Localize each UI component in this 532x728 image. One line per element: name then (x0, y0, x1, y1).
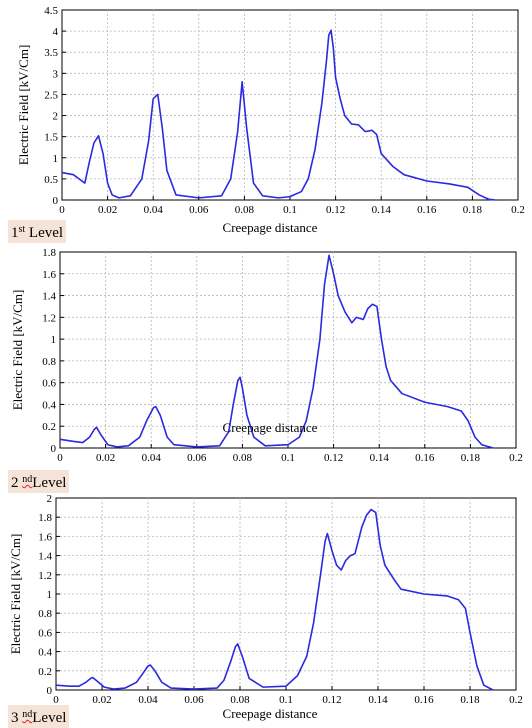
y-tick-label: 0 (53, 195, 59, 207)
x-tick-label: 0.06 (189, 204, 209, 216)
y-tick-label: 0.4 (42, 399, 56, 411)
x-tick-label: 0.2 (511, 204, 525, 216)
plot-frame (61, 9, 519, 201)
x-tick-label: 0.1 (281, 452, 295, 464)
y-tick-label: 0.6 (42, 378, 56, 390)
x-tick-label: 0.2 (509, 452, 523, 464)
y-tick-label: 0 (47, 685, 53, 697)
y-tick-label: 1 (51, 334, 57, 346)
x-tick-label: 0.12 (322, 694, 341, 706)
chart-panel-2: 0 0.02 0.04 0.06 0.08 0.1 0.12 0.14 0.16 0.18 0.2 0… (10, 247, 523, 464)
y-tick-label: 1.6 (42, 269, 56, 281)
y-tick-label: 1.2 (38, 570, 52, 582)
y-tick-label: 4.5 (44, 5, 58, 17)
x-tick-label: 0 (59, 204, 65, 216)
level-label-3: 3 ndLevel (8, 705, 70, 728)
y-tick-label: 1.8 (38, 512, 52, 524)
x-tick-label: 0.1 (283, 204, 297, 216)
y-tick-label: 0.6 (38, 627, 52, 639)
x-axis-label: Creepage distance (223, 420, 318, 435)
y-tick-label: 1.8 (42, 247, 56, 259)
x-tick-label: 0 (57, 452, 63, 464)
y-axis-label: Electric Field [kV/Cm] (8, 534, 23, 655)
x-tick-label: 0.16 (414, 694, 434, 706)
x-tick-label: 0.06 (187, 452, 207, 464)
chart-panel-3: 0 0.02 0.04 0.06 0.08 0.1 0.12 0.14 0.16 0.18 0.2 0… (8, 493, 523, 721)
x-tick-label: 0.16 (417, 204, 437, 216)
y-tick-label: 0 (51, 443, 57, 455)
x-tick-label: 0.04 (138, 694, 158, 706)
y-axis-label: Electric Field [kV/Cm] (10, 290, 25, 411)
y-tick-label: 0.5 (44, 174, 58, 186)
x-tick-label: 0.04 (142, 452, 162, 464)
y-axis-label: Electric Field [kV/Cm] (16, 45, 31, 166)
y-tick-label: 1.6 (38, 531, 52, 543)
x-tick-label: 0.02 (92, 694, 111, 706)
x-tick-label: 0.16 (415, 452, 435, 464)
series-line (61, 29, 496, 201)
x-tick-label: 0.14 (372, 204, 392, 216)
x-tick-label: 0.02 (98, 204, 117, 216)
y-tick-label: 2 (53, 111, 59, 123)
y-tick-label: 1.5 (44, 132, 58, 144)
x-tick-label: 0.14 (368, 694, 388, 706)
y-tick-label: 3 (53, 68, 59, 80)
y-tick-label: 2 (47, 493, 53, 505)
y-tick-label: 1 (53, 153, 59, 165)
x-tick-label: 0.12 (324, 452, 343, 464)
y-tick-label: 0.2 (38, 666, 52, 678)
y-tick-label: 0.4 (38, 647, 52, 659)
x-tick-label: 0.18 (460, 694, 480, 706)
x-axis-label: Creepage distance (223, 706, 318, 721)
x-tick-label: 0.2 (509, 694, 523, 706)
x-tick-label: 0 (53, 694, 59, 706)
level-label-2: 2 ndLevel (8, 470, 70, 493)
series-line (59, 254, 494, 449)
y-tick-label: 1.4 (38, 551, 52, 563)
series-line (55, 508, 494, 691)
x-tick-label: 0.18 (463, 204, 483, 216)
x-tick-label: 0.08 (233, 452, 253, 464)
y-tick-label: 2.5 (44, 89, 58, 101)
chart-panel-1: 0 0.02 0.04 0.06 0.08 0.1 0.12 0.14 0.16 0.18 0.2 0… (16, 5, 525, 235)
y-tick-label: 0.8 (42, 356, 56, 368)
x-tick-label: 0.12 (326, 204, 345, 216)
x-tick-label: 0.08 (230, 694, 250, 706)
x-tick-label: 0.14 (370, 452, 390, 464)
y-tick-label: 0.2 (42, 421, 56, 433)
level-label-1: 1st Level (8, 220, 67, 243)
y-tick-label: 1.2 (42, 312, 56, 324)
y-tick-label: 1 (47, 589, 53, 601)
x-tick-label: 0.02 (96, 452, 115, 464)
y-tick-label: 4 (53, 26, 59, 38)
x-tick-label: 0.18 (461, 452, 481, 464)
y-tick-label: 1.4 (42, 291, 56, 303)
x-tick-label: 0.06 (184, 694, 204, 706)
x-tick-label: 0.04 (144, 204, 164, 216)
x-tick-label: 0.1 (279, 694, 293, 706)
x-axis-label: Creepage distance (223, 220, 318, 235)
y-tick-label: 3.5 (44, 47, 58, 59)
x-tick-label: 0.08 (235, 204, 255, 216)
y-tick-label: 0.8 (38, 608, 52, 620)
